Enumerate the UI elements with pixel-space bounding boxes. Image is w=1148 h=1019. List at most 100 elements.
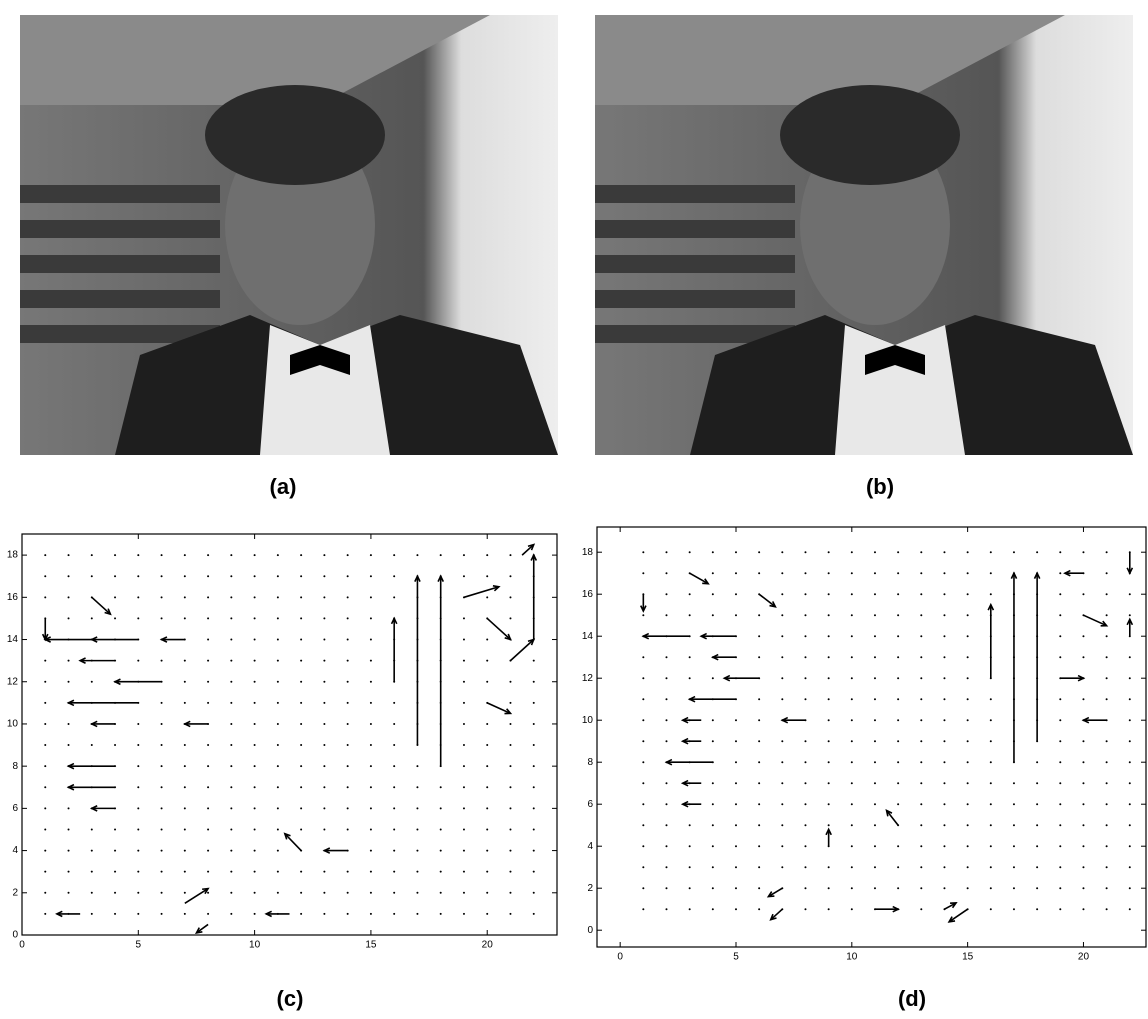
grid-point xyxy=(827,782,830,785)
grid-point xyxy=(44,765,47,768)
grid-point xyxy=(873,677,876,680)
grid-point xyxy=(781,866,784,869)
panel-caption: (a) xyxy=(270,474,297,499)
grid-point xyxy=(114,870,117,873)
grid-point xyxy=(873,656,876,659)
grid-point xyxy=(897,719,900,722)
grid-point xyxy=(230,786,233,789)
grid-point xyxy=(160,701,163,704)
grid-point xyxy=(532,828,535,831)
grid-point xyxy=(688,677,691,680)
grid-point xyxy=(758,761,761,764)
grid-point xyxy=(230,912,233,915)
grid-point xyxy=(943,845,946,848)
grid-point xyxy=(966,824,969,827)
grid-point xyxy=(688,908,691,911)
grid-point xyxy=(90,680,93,683)
grid-point xyxy=(897,677,900,680)
y-tick-label: 8 xyxy=(587,757,593,768)
grid-point xyxy=(509,849,512,852)
grid-point xyxy=(1036,782,1039,785)
grid-point xyxy=(1012,908,1015,911)
grid-point xyxy=(44,849,47,852)
grid-point xyxy=(114,849,117,852)
grid-point xyxy=(897,740,900,743)
grid-point xyxy=(300,786,303,789)
arrow-head xyxy=(699,632,707,640)
y-tick-label: 0 xyxy=(12,930,18,941)
grid-point xyxy=(873,761,876,764)
grid-point xyxy=(734,845,737,848)
vector-arrow xyxy=(486,617,512,641)
grid-point xyxy=(734,614,737,617)
y-tick-label: 18 xyxy=(7,550,19,561)
arrow-head xyxy=(264,910,272,918)
grid-point xyxy=(300,722,303,725)
grid-point xyxy=(323,638,326,641)
grid-point xyxy=(300,912,303,915)
grid-point xyxy=(276,575,279,578)
grid-point xyxy=(711,887,714,890)
grid-point xyxy=(90,849,93,852)
grid-point xyxy=(230,659,233,662)
grid-point xyxy=(665,866,668,869)
grid-point xyxy=(44,744,47,747)
grid-point xyxy=(1082,656,1085,659)
grid-point xyxy=(276,596,279,599)
arrow-head xyxy=(182,720,191,728)
grid-point xyxy=(920,698,923,701)
grid-point xyxy=(920,845,923,848)
arrow-head xyxy=(414,574,421,582)
grid-point xyxy=(486,722,489,725)
grid-point xyxy=(276,765,279,768)
grid-point xyxy=(734,824,737,827)
grid-point xyxy=(346,870,349,873)
grid-point xyxy=(966,551,969,554)
grid-point xyxy=(827,677,830,680)
grid-point xyxy=(711,803,714,806)
grid-point xyxy=(1105,677,1108,680)
grid-point xyxy=(369,638,372,641)
grid-point xyxy=(114,596,117,599)
grid-point xyxy=(230,765,233,768)
grid-point xyxy=(486,870,489,873)
grid-point xyxy=(781,551,784,554)
grid-point xyxy=(393,849,396,852)
grid-point xyxy=(253,680,256,683)
grid-point xyxy=(230,617,233,620)
arrow-head xyxy=(89,636,98,643)
vector-arrow xyxy=(521,543,535,556)
grid-point xyxy=(1082,845,1085,848)
grid-point xyxy=(897,866,900,869)
grid-point xyxy=(183,554,186,557)
grid-point xyxy=(160,891,163,894)
grid-point xyxy=(323,554,326,557)
grid-point xyxy=(1012,845,1015,848)
grid-point xyxy=(665,719,668,722)
grid-point xyxy=(486,659,489,662)
grid-point xyxy=(943,551,946,554)
grid-point xyxy=(804,845,807,848)
grid-point xyxy=(711,614,714,617)
grid-point xyxy=(462,554,465,557)
vector-arrow xyxy=(944,902,957,910)
grid-point xyxy=(850,887,853,890)
grid-point xyxy=(67,659,70,662)
grid-point xyxy=(1059,719,1062,722)
grid-point xyxy=(346,638,349,641)
grid-point xyxy=(873,572,876,575)
grid-point xyxy=(323,765,326,768)
arrow-head xyxy=(113,678,121,686)
grid-point xyxy=(734,887,737,890)
grid-point xyxy=(369,912,372,915)
grid-point xyxy=(781,698,784,701)
grid-point xyxy=(920,677,923,680)
grid-point xyxy=(1059,845,1062,848)
grid-point xyxy=(966,845,969,848)
grid-point xyxy=(827,824,830,827)
grid-point xyxy=(486,680,489,683)
grid-point xyxy=(253,891,256,894)
arrow-head xyxy=(987,602,995,611)
grid-point xyxy=(160,554,163,557)
grid-point xyxy=(1012,824,1015,827)
